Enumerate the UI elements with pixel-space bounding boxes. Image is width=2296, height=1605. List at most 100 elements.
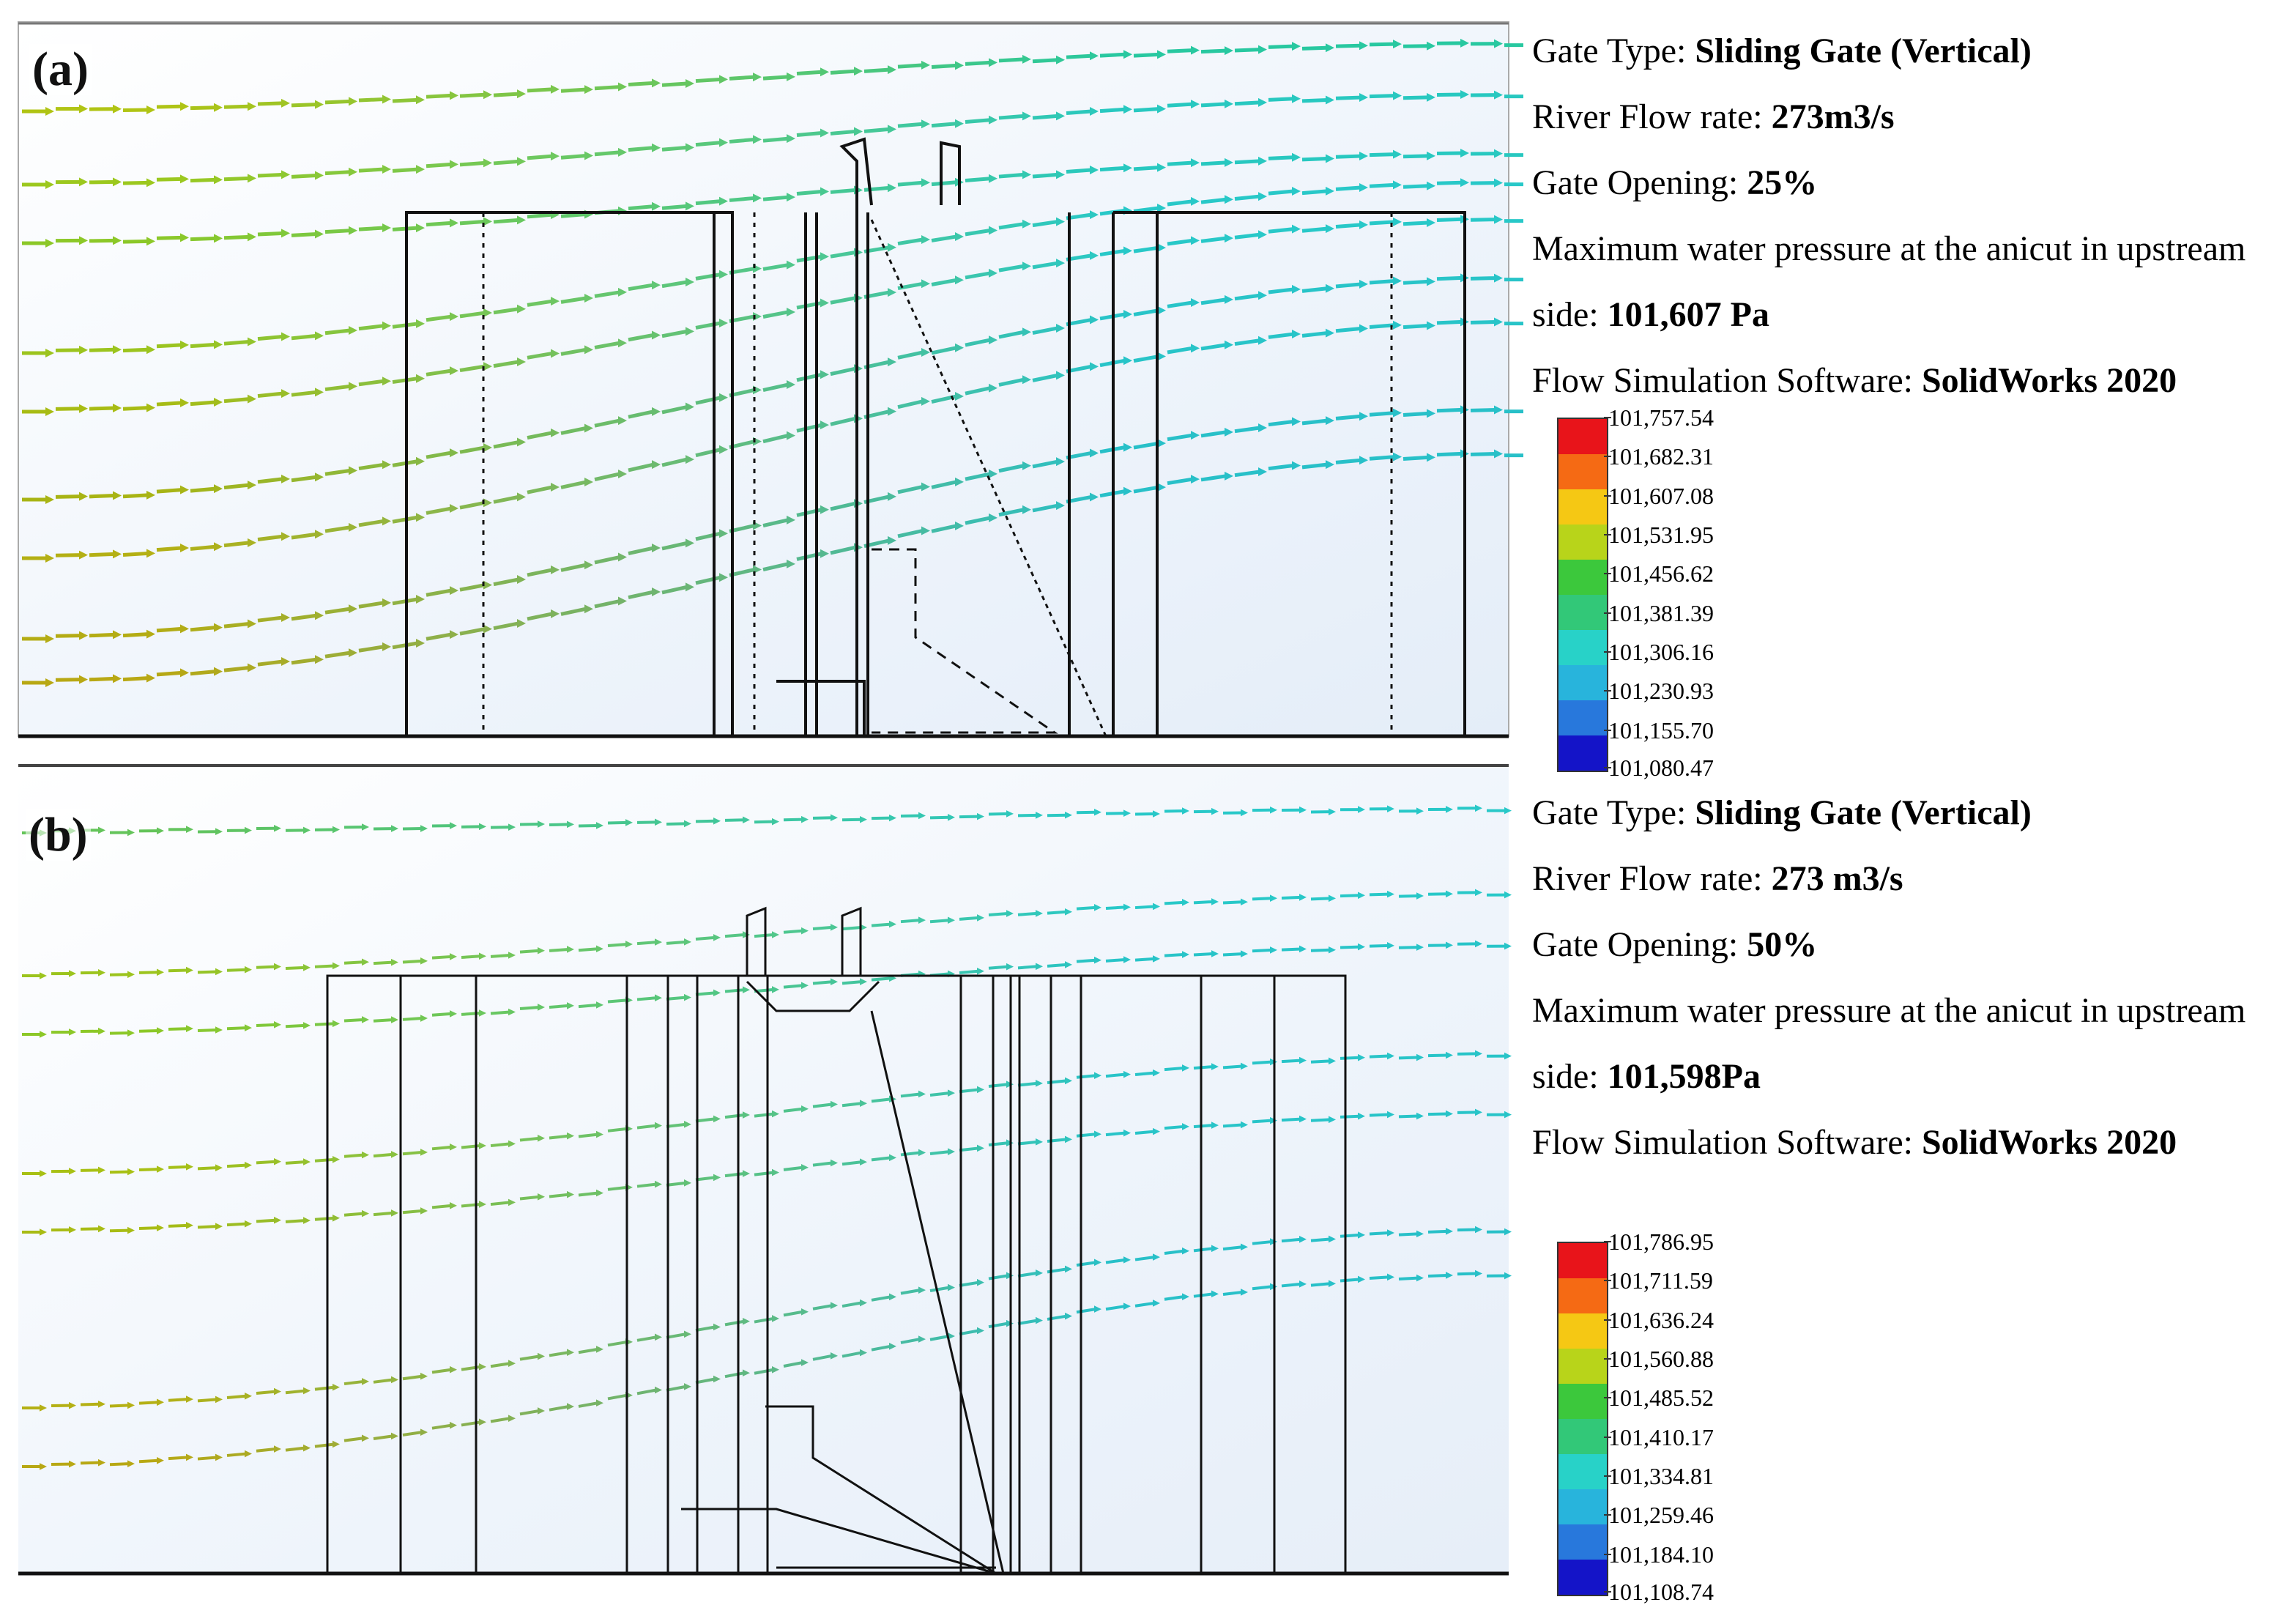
- velocity-arrow: [123, 182, 148, 183]
- pressure-value-line-a: side: 101,607 Pa: [1532, 282, 2294, 348]
- velocity-arrow: [123, 241, 148, 242]
- legend-color-segment: [1558, 1489, 1607, 1524]
- velocity-arrow: [520, 1007, 539, 1009]
- velocity-arrow: [168, 1457, 187, 1458]
- velocity-arrow: [1437, 153, 1462, 154]
- velocity-arrow: [1077, 960, 1096, 962]
- flow-rate-line-b: River Flow rate: 273 m3/s: [1532, 846, 2294, 912]
- legend-tick-label: 101,410.17: [1608, 1426, 1714, 1449]
- velocity-arrow: [1268, 191, 1293, 193]
- velocity-arrow: [1370, 894, 1389, 895]
- velocity-arrow: [1403, 186, 1428, 188]
- velocity-arrow: [1471, 278, 1496, 279]
- velocity-arrow: [549, 1195, 568, 1197]
- velocity-arrow: [608, 1000, 627, 1001]
- velocity-arrow: [527, 89, 552, 91]
- velocity-arrow: [1135, 1132, 1154, 1133]
- velocity-arrow: [1134, 168, 1159, 169]
- velocity-arrow: [1223, 1124, 1242, 1126]
- velocity-arrow: [190, 546, 215, 549]
- velocity-arrow: [1403, 223, 1428, 224]
- pressure-line-b: Maximum water pressure at the anicut in …: [1532, 978, 2294, 1044]
- legend-colorbar: [1557, 418, 1608, 772]
- velocity-arrow: [168, 1399, 187, 1401]
- viewport-background-a: [18, 22, 1509, 736]
- velocity-arrow: [999, 116, 1024, 118]
- velocity-arrow: [1018, 966, 1037, 968]
- velocity-arrow: [256, 1162, 275, 1163]
- velocity-arrow: [1077, 908, 1096, 909]
- velocity-arrow: [81, 1404, 100, 1405]
- velocity-arrow: [901, 920, 920, 922]
- velocity-arrow: [198, 1399, 217, 1401]
- velocity-arrow: [1302, 158, 1327, 159]
- velocity-arrow: [1164, 902, 1184, 904]
- velocity-arrow: [872, 818, 891, 819]
- velocity-arrow: [662, 206, 687, 208]
- legend-tick-label: 101,682.31: [1608, 445, 1714, 468]
- velocity-arrow: [460, 163, 485, 165]
- velocity-arrow: [696, 201, 721, 204]
- velocity-arrow: [291, 336, 316, 338]
- velocity-arrow: [999, 59, 1024, 61]
- velocity-arrow: [432, 957, 451, 958]
- velocity-arrow: [227, 970, 246, 971]
- velocity-arrow: [1282, 1239, 1301, 1241]
- velocity-arrow: [797, 133, 822, 136]
- legend-tick-label: 101,306.16: [1608, 640, 1714, 664]
- velocity-arrow: [1302, 191, 1327, 193]
- velocity-arrow: [286, 1162, 305, 1163]
- velocity-arrow: [256, 1220, 275, 1222]
- velocity-arrow: [1403, 97, 1428, 98]
- velocity-arrow: [286, 1220, 305, 1222]
- legend-color-segment: [1558, 1419, 1607, 1454]
- velocity-arrow: [227, 1224, 246, 1225]
- legend-color-segment: [1558, 1313, 1607, 1349]
- velocity-arrow: [227, 1396, 246, 1398]
- velocity-arrow: [898, 65, 923, 67]
- velocity-arrow: [1370, 281, 1394, 283]
- legend-color-segment: [1558, 454, 1607, 489]
- velocity-arrow: [729, 198, 754, 200]
- velocity-arrow: [842, 982, 861, 983]
- velocity-arrow: [157, 672, 182, 675]
- velocity-arrow: [256, 967, 275, 968]
- velocity-arrow: [901, 815, 920, 816]
- velocity-arrow: [157, 548, 182, 550]
- legend-tick-label: 101,711.59: [1608, 1269, 1713, 1292]
- velocity-arrow: [1311, 1239, 1330, 1240]
- velocity-arrow: [1282, 1284, 1301, 1286]
- velocity-arrow: [89, 240, 114, 241]
- velocity-arrow: [344, 1214, 363, 1215]
- velocity-arrow: [520, 951, 539, 952]
- velocity-arrow: [1235, 103, 1260, 104]
- velocity-arrow: [1194, 954, 1213, 955]
- velocity-arrow: [139, 972, 158, 973]
- velocity-arrow: [1457, 1274, 1476, 1275]
- legend-tick-label: 101,259.46: [1608, 1503, 1714, 1527]
- velocity-arrow: [1340, 1279, 1359, 1280]
- velocity-arrow: [1077, 1075, 1096, 1078]
- legend-color-segment: [1558, 700, 1607, 735]
- velocity-arrow: [1134, 54, 1159, 56]
- legend-color-segment: [1558, 419, 1607, 454]
- velocity-arrow: [959, 817, 978, 818]
- velocity-arrow: [359, 228, 384, 229]
- velocity-arrow: [1340, 1235, 1359, 1237]
- velocity-arrow: [110, 1033, 129, 1034]
- velocity-arrow: [1471, 322, 1496, 323]
- velocity-arrow: [959, 971, 978, 973]
- gate-type-line-b: Gate Type: Sliding Gate (Vertical): [1532, 780, 2294, 846]
- info-panel-b: Gate Type: Sliding Gate (Vertical) River…: [1532, 780, 2294, 1176]
- simulation-panel-b: (b): [0, 762, 1523, 1586]
- velocity-arrow: [520, 1197, 539, 1199]
- velocity-arrow: [190, 179, 215, 180]
- velocity-arrow: [374, 1154, 393, 1156]
- velocity-arrow: [628, 148, 653, 150]
- velocity-arrow: [1302, 229, 1327, 231]
- legend-color-segment: [1558, 489, 1607, 525]
- gate-opening-line-a: Gate Opening: 25%: [1532, 150, 2294, 216]
- velocity-arrow: [227, 1165, 246, 1166]
- velocity-arrow: [89, 408, 114, 409]
- legend-tick-label: 101,108.74: [1608, 1580, 1714, 1604]
